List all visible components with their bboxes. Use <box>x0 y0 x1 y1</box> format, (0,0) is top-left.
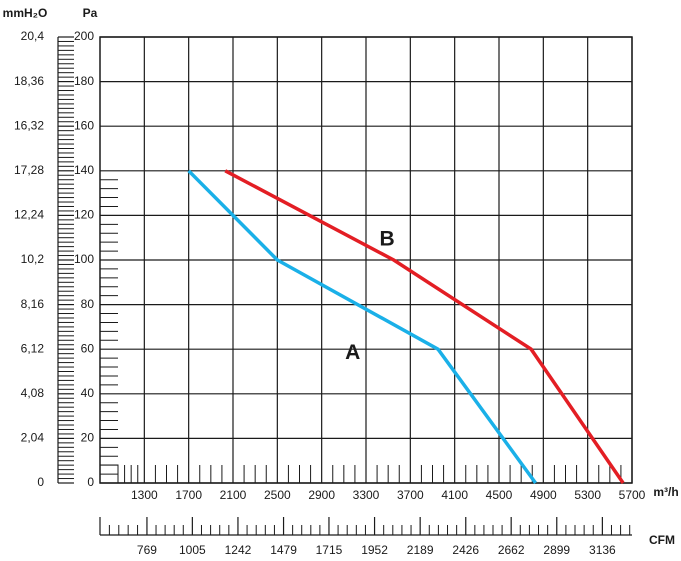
y2-tick-label: 6,12 <box>21 341 45 355</box>
series-line <box>187 169 537 485</box>
x-tick-label: 3700 <box>397 488 424 502</box>
x2-tick-label: 1479 <box>270 543 297 557</box>
x2-tick-label: 1715 <box>316 543 343 557</box>
series-label: A <box>345 341 360 364</box>
x-tick-label: 2500 <box>264 488 291 502</box>
x2-tick-label: 2899 <box>543 543 570 557</box>
x2-tick-label: 2662 <box>498 543 525 557</box>
y2-tick-label: 12,24 <box>14 208 44 222</box>
y2-axis-label: mmH₂O <box>3 6 48 20</box>
x2-tick-label: 3136 <box>589 543 616 557</box>
x2-tick-label: 1005 <box>179 543 206 557</box>
x2-axis-label: CFM <box>649 533 675 547</box>
x-tick-label: 5700 <box>619 488 646 502</box>
y2-tick-label: 4,08 <box>21 386 45 400</box>
y-tick-label: 140 <box>74 163 94 177</box>
x2-tick-label: 1952 <box>361 543 388 557</box>
y-tick-label: 200 <box>74 29 94 43</box>
y2-tick-label: 2,04 <box>21 431 45 445</box>
y-tick-label: 160 <box>74 118 94 132</box>
origin-box <box>99 464 119 484</box>
y-tick-label: 80 <box>81 297 95 311</box>
y-tick-label: 120 <box>74 208 94 222</box>
x-tick-label: 4100 <box>441 488 468 502</box>
y2-tick-label: 18,36 <box>14 74 44 88</box>
x2-tick-label: 2426 <box>452 543 479 557</box>
y-tick-label: 100 <box>74 252 94 266</box>
series-label: B <box>379 227 394 250</box>
x-tick-label: 1700 <box>175 488 202 502</box>
x-tick-label: 4500 <box>486 488 513 502</box>
x-tick-label: 2900 <box>308 488 335 502</box>
y-tick-label: 20 <box>81 431 95 445</box>
y-axis-label: Pa <box>83 6 98 20</box>
y2-tick-label: 20,4 <box>21 29 45 43</box>
y-tick-label: 40 <box>81 386 95 400</box>
y2-tick-label: 10,2 <box>21 252 45 266</box>
y-tick-label: 180 <box>74 74 94 88</box>
x-tick-label: 4900 <box>530 488 557 502</box>
x-tick-label: 5300 <box>574 488 601 502</box>
y2-tick-label: 17,28 <box>14 163 44 177</box>
y2-tick-label: 8,16 <box>21 297 45 311</box>
x2-tick-label: 769 <box>137 543 157 557</box>
x2-tick-label: 1242 <box>225 543 252 557</box>
x2-tick-label: 2189 <box>407 543 434 557</box>
y-tick-label: 60 <box>81 341 95 355</box>
y2-tick-label: 0 <box>37 475 44 489</box>
x-tick-label: 1300 <box>131 488 158 502</box>
series-line <box>224 169 625 484</box>
y-tick-label: 0 <box>87 475 94 489</box>
x-tick-label: 3300 <box>353 488 380 502</box>
x-tick-label: 2100 <box>220 488 247 502</box>
x-axis-label: m³/h <box>653 485 678 499</box>
y2-tick-label: 16,32 <box>14 118 44 132</box>
